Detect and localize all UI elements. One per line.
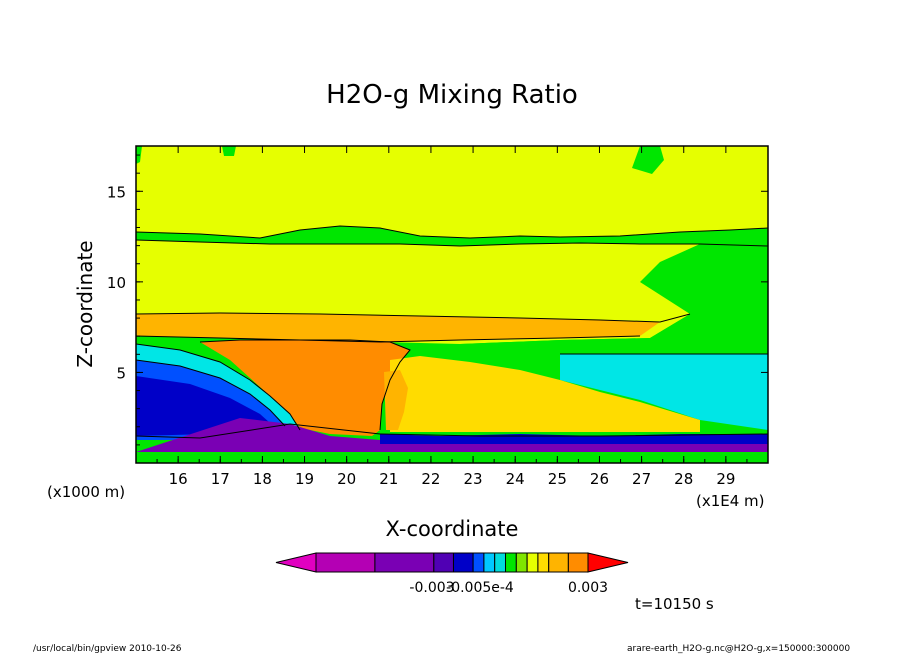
colorbar-segment	[537, 552, 550, 573]
x-tick-label: 17	[211, 470, 230, 488]
colorbar-label: -0.005e-4	[446, 580, 514, 596]
colorbar-segment	[315, 552, 376, 573]
colorbar-segment	[526, 552, 539, 573]
x-tick-label: 16	[169, 470, 188, 488]
contour-region-orange-plume	[200, 340, 410, 436]
x-tick-label: 26	[590, 470, 609, 488]
colorbar-segment	[567, 552, 589, 573]
colorbar-segment	[548, 552, 569, 573]
colorbar: -0.003-0.005e-4 0.003	[275, 552, 629, 596]
contour-region-top-right	[632, 146, 664, 174]
footer-left: /usr/local/bin/gpview 2010-10-26	[33, 644, 182, 654]
contour-region-bottom-green	[136, 452, 768, 463]
contour-region-upper-band	[136, 226, 768, 246]
colorbar-segment	[472, 552, 485, 573]
contour-region-cyan	[560, 354, 768, 430]
contour-region-orange-band	[136, 313, 660, 342]
contour-lines	[136, 225, 768, 439]
time-label: t=10150 s	[635, 595, 714, 613]
contour-region-bottom-blue	[380, 434, 768, 444]
x-tick-label: 28	[674, 470, 693, 488]
x-axis: 16 17 18 19 20 21 22 23 24 25 26 27 28 29	[135, 146, 769, 488]
x-tick-label: 18	[253, 470, 272, 488]
x-unit-left: (x1000 m)	[47, 483, 125, 501]
x-tick-label: 24	[506, 470, 525, 488]
contour-region-striation-orange	[384, 370, 408, 430]
colorbar-segment	[515, 552, 528, 573]
y-axis-label: Z-coordinate	[73, 240, 97, 367]
y-tick-label: 15	[107, 183, 126, 201]
colorbar-segment	[505, 552, 517, 573]
colorbar-label: 0.003	[568, 580, 608, 596]
x-tick-label: 29	[716, 470, 735, 488]
y-tick-label: 10	[107, 274, 126, 292]
y-axis: 5 10 15	[107, 154, 768, 446]
colorbar-segment	[494, 552, 507, 573]
colorbar-segment	[452, 552, 474, 573]
contour-region-top-left	[222, 146, 236, 156]
colorbar-segment	[374, 552, 435, 573]
contour-region-striation-yellow	[390, 356, 700, 432]
colorbar-arrow-right	[587, 552, 629, 573]
x-tick-label: 21	[379, 470, 398, 488]
x-tick-label: 25	[548, 470, 567, 488]
plot-area	[136, 146, 768, 463]
chart-title: H2O-g Mixing Ratio	[326, 80, 578, 110]
x-tick-label: 19	[295, 470, 314, 488]
x-tick-label: 20	[337, 470, 356, 488]
y-tick-label: 5	[116, 364, 126, 382]
x-tick-label: 22	[421, 470, 440, 488]
footer-right: arare-earth_H2O-g.nc@H2O-g,x=150000:3000…	[627, 644, 850, 654]
colorbar-label: -0.003	[409, 580, 454, 596]
colorbar-segment	[483, 552, 496, 573]
x-axis-label: X-coordinate	[386, 517, 519, 541]
x-tick-label: 23	[464, 470, 483, 488]
x-tick-label: 27	[632, 470, 651, 488]
colorbar-segment	[433, 552, 454, 573]
colorbar-arrow-left	[275, 552, 317, 573]
x-unit-right: (x1E4 m)	[696, 492, 765, 510]
